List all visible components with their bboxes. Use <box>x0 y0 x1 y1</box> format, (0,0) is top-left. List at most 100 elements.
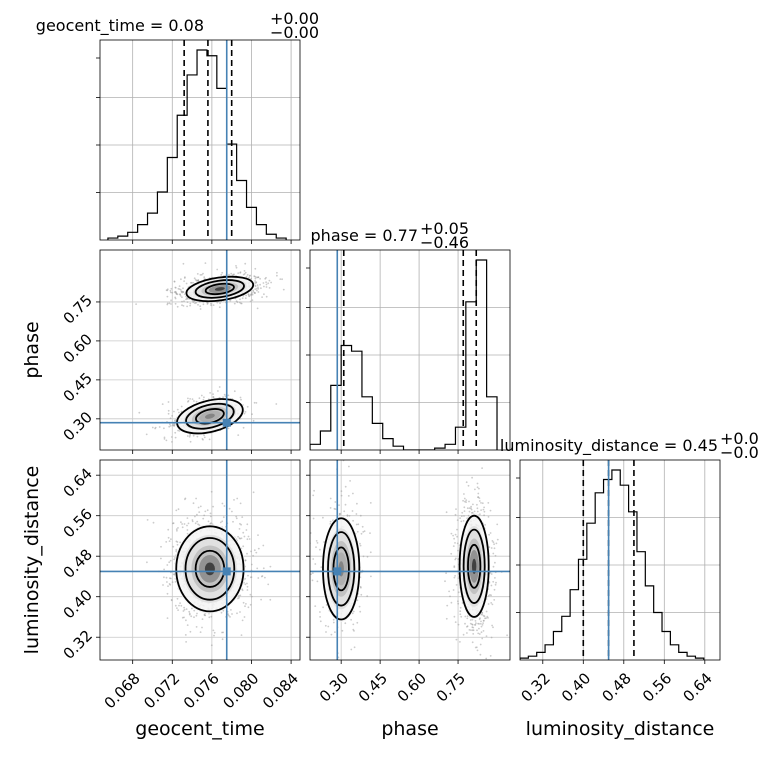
sample-point <box>265 281 267 284</box>
x-tick-label-geocent_time: 0.084 <box>259 669 302 712</box>
sample-point <box>236 301 239 304</box>
sample-point <box>135 303 138 305</box>
sample-point <box>492 541 495 544</box>
title-geocent-time-main: geocent_time = 0.08 <box>36 16 204 36</box>
sample-point <box>183 277 186 279</box>
sample-point <box>243 616 246 618</box>
sample-point <box>480 631 483 634</box>
sample-point <box>232 520 234 523</box>
sample-point <box>169 559 172 562</box>
sample-point <box>469 619 472 621</box>
sample-point <box>209 512 212 515</box>
hist-bar <box>620 485 628 660</box>
contour-line <box>176 398 244 435</box>
sample-point <box>369 551 372 554</box>
hist-bar <box>320 431 330 450</box>
sample-point <box>254 288 257 291</box>
sample-point <box>218 306 221 309</box>
sample-point <box>196 273 199 275</box>
sample-point <box>249 300 252 303</box>
sample-point <box>174 431 177 434</box>
title-geocent-time-sup: +0.00 <box>270 9 319 28</box>
sample-point <box>240 302 243 305</box>
sample-point <box>325 631 327 633</box>
sample-point <box>343 510 346 513</box>
sample-point <box>171 581 174 583</box>
sample-point <box>332 618 335 621</box>
sample-point <box>178 604 180 607</box>
hist-bar <box>476 260 486 450</box>
sample-point <box>334 508 337 510</box>
sample-point <box>487 594 490 597</box>
sample-point <box>366 555 369 558</box>
hist-bar <box>562 616 570 660</box>
sample-point <box>350 648 353 651</box>
hist-bar <box>247 207 257 240</box>
sample-point <box>152 521 155 524</box>
sample-point <box>195 614 198 617</box>
sample-point <box>167 585 169 587</box>
sample-point <box>352 457 354 459</box>
sample-point <box>248 276 250 279</box>
sample-point <box>470 505 472 508</box>
sample-point <box>479 622 482 625</box>
sample-point <box>247 606 250 609</box>
sample-point <box>251 299 254 301</box>
sample-point <box>248 275 251 277</box>
sample-point <box>182 305 185 307</box>
sample-point <box>460 615 463 618</box>
sample-point <box>478 500 481 502</box>
sample-point <box>468 510 471 513</box>
sample-point <box>475 622 477 625</box>
hist-bar <box>237 181 247 240</box>
sample-point <box>254 280 256 282</box>
sample-point <box>241 619 244 622</box>
panel-frame <box>99 39 301 241</box>
sample-point <box>454 542 456 544</box>
title-geocent-time: geocent_time = 0.08 +0.00 −0.00 <box>36 9 319 42</box>
sample-point <box>185 282 188 285</box>
sample-point <box>482 614 485 617</box>
sample-point <box>179 602 182 604</box>
sample-point <box>239 298 241 301</box>
sample-point <box>246 585 249 588</box>
sample-point <box>168 561 171 564</box>
sample-point <box>240 398 242 401</box>
sample-point <box>457 591 460 594</box>
sample-point <box>268 279 271 282</box>
sample-point <box>167 409 170 412</box>
sample-point <box>460 520 463 523</box>
sample-point <box>193 609 196 612</box>
sample-point <box>262 567 265 570</box>
x-tick-label-geocent_time: 0.080 <box>219 669 262 712</box>
sample-point <box>212 629 215 632</box>
sample-point <box>464 615 467 618</box>
sample-point <box>187 522 190 525</box>
title-luminosity-distance-sub: −0.05 <box>720 443 760 462</box>
sample-point <box>243 412 246 415</box>
sample-point <box>487 617 489 619</box>
sample-point <box>480 502 482 504</box>
sample-point <box>190 281 193 284</box>
sample-point <box>180 278 182 281</box>
sample-point <box>169 425 172 427</box>
sample-point <box>262 282 265 284</box>
sample-point <box>186 301 189 303</box>
sample-point <box>181 300 183 303</box>
hist-bar <box>310 444 320 450</box>
sample-point <box>344 503 347 506</box>
sample-point <box>244 262 247 265</box>
sample-point <box>231 613 233 615</box>
sample-point <box>178 430 181 432</box>
sample-point <box>478 487 480 490</box>
hist-bar <box>383 439 393 450</box>
sample-point <box>193 300 196 302</box>
sample-point <box>478 497 481 499</box>
sample-point <box>281 278 283 281</box>
sample-point <box>265 276 267 279</box>
sample-point <box>256 289 258 292</box>
sample-point <box>173 410 175 413</box>
sample-point <box>196 612 198 615</box>
hist-bar <box>331 385 341 450</box>
sample-point <box>463 510 466 512</box>
